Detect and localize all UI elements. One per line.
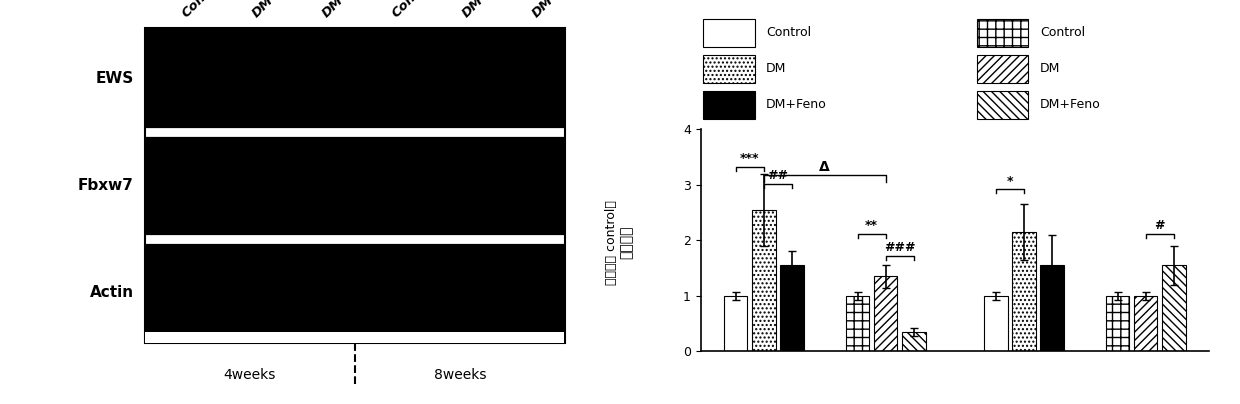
Text: ***: *** xyxy=(740,152,760,165)
Bar xyxy=(780,265,804,351)
Text: **: ** xyxy=(866,219,878,232)
FancyBboxPatch shape xyxy=(977,19,1028,47)
Text: Δ: Δ xyxy=(820,160,830,174)
Text: DM+Feno: DM+Feno xyxy=(320,0,379,20)
Text: 蛋白表达: 蛋白表达 xyxy=(619,226,634,259)
Bar xyxy=(1135,296,1157,351)
Text: DM+Feno: DM+Feno xyxy=(1040,98,1101,112)
Bar xyxy=(874,276,898,351)
Text: Control: Control xyxy=(1040,26,1085,39)
Bar xyxy=(145,28,565,343)
Bar xyxy=(145,332,564,343)
Text: Actin: Actin xyxy=(89,285,134,301)
Text: Control: Control xyxy=(766,26,811,39)
Bar xyxy=(145,28,565,129)
Text: DM+Feno: DM+Feno xyxy=(529,0,589,20)
Text: ##: ## xyxy=(768,169,789,182)
Text: #: # xyxy=(1154,219,1166,232)
Text: DM: DM xyxy=(460,0,486,20)
FancyBboxPatch shape xyxy=(977,90,1028,119)
Text: Control: Control xyxy=(389,0,438,20)
Text: DM: DM xyxy=(766,62,786,75)
Text: *: * xyxy=(1007,175,1013,187)
Bar xyxy=(1040,265,1064,351)
Bar xyxy=(985,296,1008,351)
Text: Fbxw7: Fbxw7 xyxy=(78,178,134,194)
Bar xyxy=(724,296,748,351)
Text: DM: DM xyxy=(1040,62,1060,75)
Text: 4weeks: 4weeks xyxy=(223,368,277,382)
Bar xyxy=(901,332,925,351)
FancyBboxPatch shape xyxy=(703,19,755,47)
Text: EWS: EWS xyxy=(95,71,134,86)
Bar xyxy=(145,135,565,236)
Text: Control: Control xyxy=(180,0,228,20)
FancyBboxPatch shape xyxy=(703,90,755,119)
Bar xyxy=(1162,265,1185,351)
FancyBboxPatch shape xyxy=(977,55,1028,83)
Bar xyxy=(753,210,775,351)
Text: 8weeks: 8weeks xyxy=(434,368,486,382)
Text: ###: ### xyxy=(884,241,915,254)
Bar xyxy=(1106,296,1130,351)
FancyBboxPatch shape xyxy=(703,55,755,83)
Bar xyxy=(846,296,869,351)
Text: （相比于 control）: （相比于 control） xyxy=(605,200,618,285)
Text: DM: DM xyxy=(250,0,277,20)
Bar xyxy=(145,242,565,343)
Text: DM+Feno: DM+Feno xyxy=(766,98,827,112)
Bar xyxy=(1012,232,1035,351)
